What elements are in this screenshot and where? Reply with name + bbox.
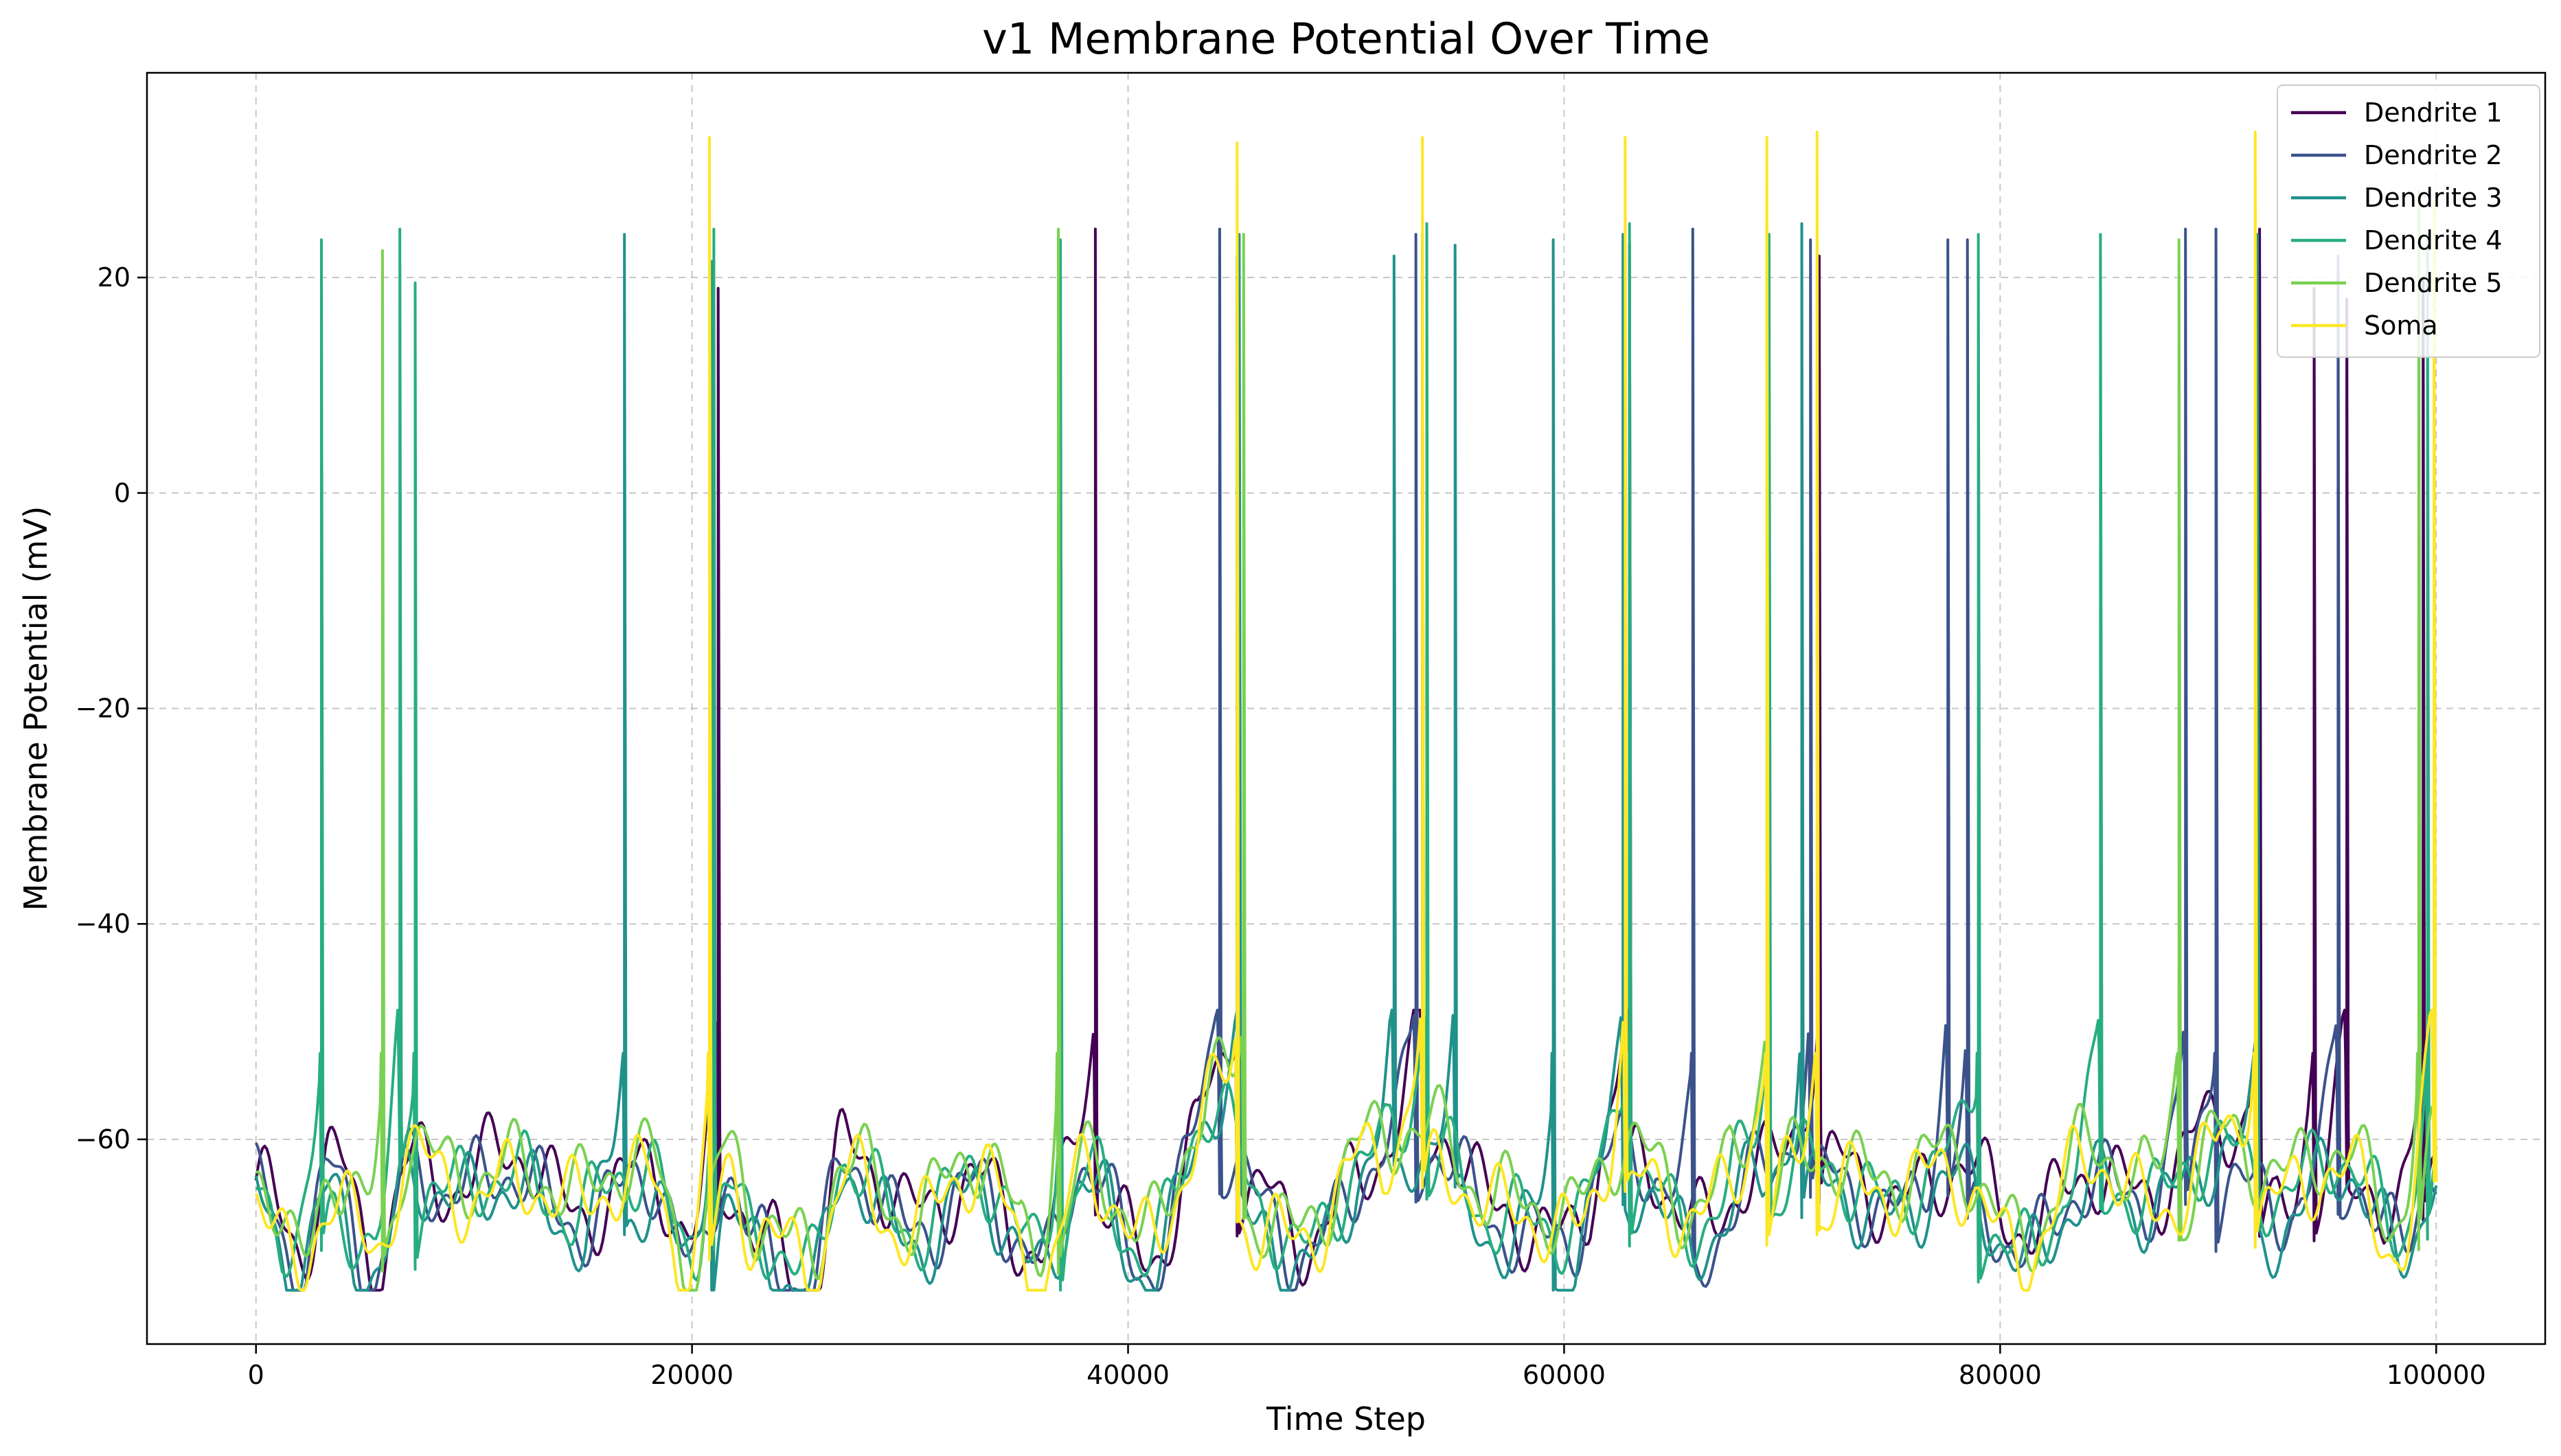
- y-tick-label: −40: [76, 909, 130, 939]
- chart-title: v1 Membrane Potential Over Time: [982, 14, 1710, 64]
- legend: Dendrite 1 Dendrite 2 Dendrite 3 Dendrite 4…: [2277, 84, 2540, 358]
- legend-box: [2277, 84, 2540, 358]
- y-tick-label: 0: [114, 478, 130, 508]
- legend-entry-label: Dendrite 2: [2364, 140, 2503, 170]
- y-axis-label: Membrane Potential (mV): [17, 506, 54, 911]
- gridlines: [147, 73, 2545, 1344]
- series-line-5: [255, 190, 2437, 1292]
- legend-entry-label: Dendrite 1: [2364, 98, 2503, 128]
- x-axis-label: Time Step: [1266, 1400, 1426, 1437]
- series-line-6: [254, 130, 2438, 1292]
- x-tick-label: 100000: [2387, 1360, 2486, 1390]
- series-line-3: [254, 222, 2438, 1292]
- legend-entry-label: Dendrite 4: [2364, 225, 2503, 255]
- series-line-4: [255, 222, 2438, 1292]
- y-tick-label: 20: [98, 262, 130, 293]
- legend-entry-label: Dendrite 3: [2364, 183, 2503, 213]
- x-tick-label: 60000: [1523, 1360, 1606, 1390]
- legend-entry-label: Dendrite 5: [2364, 268, 2503, 298]
- axis-ticks: 0 20000 40000 60000 80000 100000 −60 −40 −20 0 20: [76, 262, 2486, 1390]
- y-tick-label: −20: [76, 694, 130, 724]
- x-tick-label: 0: [248, 1360, 264, 1390]
- y-tick-label: −60: [76, 1124, 130, 1154]
- series-lines: [254, 130, 2438, 1292]
- x-tick-label: 40000: [1086, 1360, 1170, 1390]
- x-tick-label: 80000: [1959, 1360, 2042, 1390]
- legend-entry-label: Soma: [2364, 310, 2438, 341]
- x-tick-label: 20000: [650, 1360, 733, 1390]
